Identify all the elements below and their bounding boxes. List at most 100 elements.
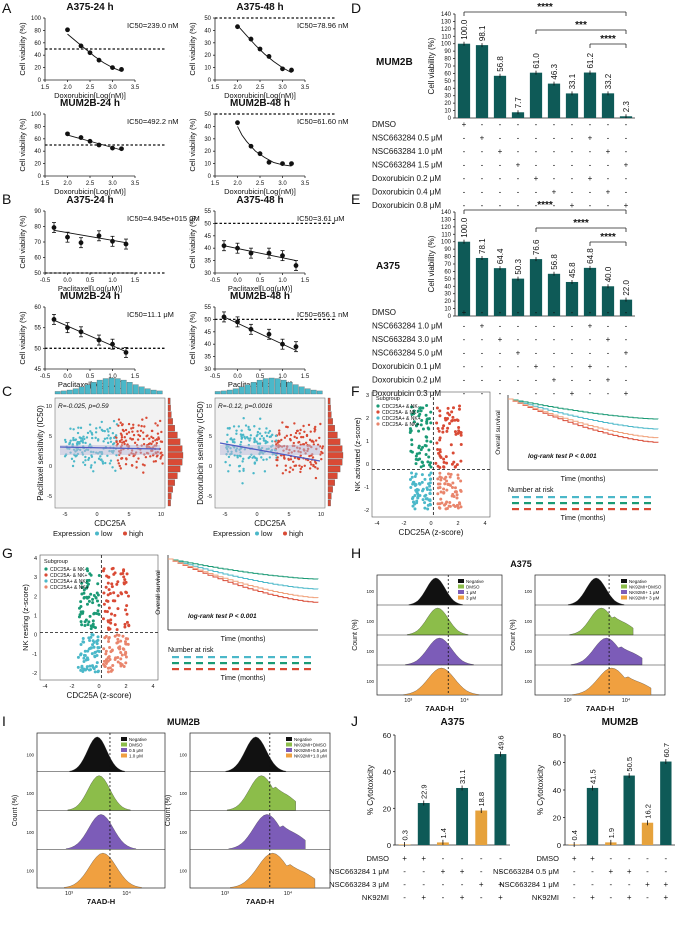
scatter-point <box>112 436 116 440</box>
marginal-bar <box>167 472 178 479</box>
scatter-point <box>110 648 114 652</box>
condition-mark: - <box>571 174 574 183</box>
scatter-point <box>456 473 460 477</box>
y-axis-label: Cell viability (%) <box>18 22 27 76</box>
scatter-point <box>236 456 239 459</box>
legend-label: NK92MI+0.5 μM <box>294 748 327 753</box>
scatter-point <box>112 572 116 576</box>
condition-mark: - <box>463 174 466 183</box>
risk-count-mark <box>548 496 555 499</box>
scatter-point <box>117 633 121 637</box>
risk-count-mark <box>208 662 215 665</box>
condition-mark: + <box>624 349 629 358</box>
scatter-point <box>86 431 90 435</box>
scatter-point <box>442 490 446 494</box>
scatter-point <box>311 456 315 459</box>
condition-mark: + <box>588 322 593 331</box>
significance-label: **** <box>600 232 616 243</box>
scatter-point <box>90 433 94 436</box>
histogram <box>64 852 142 889</box>
condition-mark: + <box>663 880 668 889</box>
y-axis-label: % Cytotoxicity <box>536 765 545 815</box>
scatter-point <box>289 433 293 437</box>
risk-count-mark <box>208 668 215 671</box>
scatter-point <box>123 622 127 626</box>
ic50-annotation: IC50=78.96 nM <box>297 21 349 30</box>
legend-title: Expression <box>53 529 90 538</box>
scatter-point <box>89 646 93 650</box>
y-tick-label: 140 <box>441 12 452 18</box>
x-axis-label: Doxorubicin[Log(nM)] <box>54 187 126 196</box>
scatter-point <box>424 413 428 417</box>
scatter-point <box>92 645 96 649</box>
y-tick-label: 40 <box>34 149 41 155</box>
scatter-point <box>442 457 446 461</box>
scatter-point <box>226 427 230 430</box>
condition-mark: - <box>646 893 649 902</box>
scatter-point <box>88 423 92 426</box>
scatter-point <box>427 455 431 459</box>
y-tick-label: 45 <box>204 330 211 336</box>
y-tick-label: 60 <box>553 759 561 768</box>
y-tick-label: 0 <box>209 464 212 470</box>
condition-mark: + <box>606 335 611 344</box>
condition-label: NSC663284 3 μM <box>329 880 389 889</box>
marginal-bar <box>327 397 331 405</box>
condition-mark: - <box>499 174 502 183</box>
scatter-point <box>442 487 446 491</box>
risk-count-mark <box>608 496 615 499</box>
marginal-bar <box>327 431 338 439</box>
scatter-point <box>95 642 99 646</box>
condition-mark: - <box>499 349 502 358</box>
legend-label: Negative <box>294 737 312 742</box>
data-point <box>266 250 272 256</box>
scatter-point <box>144 455 148 459</box>
scatter-point <box>312 440 315 444</box>
x-tick-label: 1.5 <box>41 181 50 187</box>
y-tick-label: 10 <box>46 404 52 410</box>
legend-label: 0.5 μM <box>129 748 143 753</box>
scatter-point <box>459 433 463 437</box>
data-point <box>96 57 102 63</box>
scatter-point <box>425 403 429 407</box>
scatter-point <box>419 465 423 469</box>
legend-swatch <box>458 579 464 583</box>
data-point <box>51 317 57 322</box>
scatter-point <box>422 464 426 468</box>
scatter-point <box>96 646 100 650</box>
scatter-point <box>437 506 441 510</box>
scatter-point <box>107 434 110 437</box>
risk-count-mark <box>584 502 591 505</box>
bar-value-label: 33.1 <box>568 73 577 89</box>
scatter-point <box>125 604 129 608</box>
data-point <box>51 225 57 230</box>
scatter-point <box>101 462 105 465</box>
data-point <box>248 326 254 332</box>
scatter-point <box>155 441 158 445</box>
y-axis-label: Cell viability (%) <box>18 311 27 365</box>
scatter-point <box>91 436 94 440</box>
marginal-bar <box>238 386 245 395</box>
scatter-point <box>94 431 98 434</box>
scatter-point <box>312 464 315 468</box>
scatter-point <box>437 429 441 433</box>
condition-mark: - <box>589 389 592 398</box>
scatter-point <box>240 437 243 440</box>
scatter-point <box>271 433 274 437</box>
scatter-point <box>408 477 412 481</box>
scatter-point <box>445 461 449 465</box>
y-tick-label: 100 <box>179 869 187 874</box>
km-test-label: log-rank test P < 0.001 <box>188 613 257 620</box>
data-point <box>96 233 102 239</box>
condition-mark: - <box>571 134 574 143</box>
condition-mark: - <box>463 322 466 331</box>
scatter-point <box>141 431 145 434</box>
condition-label: Doxorubicin 0.4 μM <box>372 188 441 197</box>
data-point <box>235 120 240 126</box>
scatter-point <box>110 567 114 571</box>
scatter-point <box>118 661 122 665</box>
scatter-point <box>111 466 114 469</box>
chart-B3: MUM2B-24 h-0.50.00.51.01.545505560Paclit… <box>18 291 174 389</box>
marginal-bar <box>72 388 79 395</box>
scatter-point <box>107 637 111 641</box>
